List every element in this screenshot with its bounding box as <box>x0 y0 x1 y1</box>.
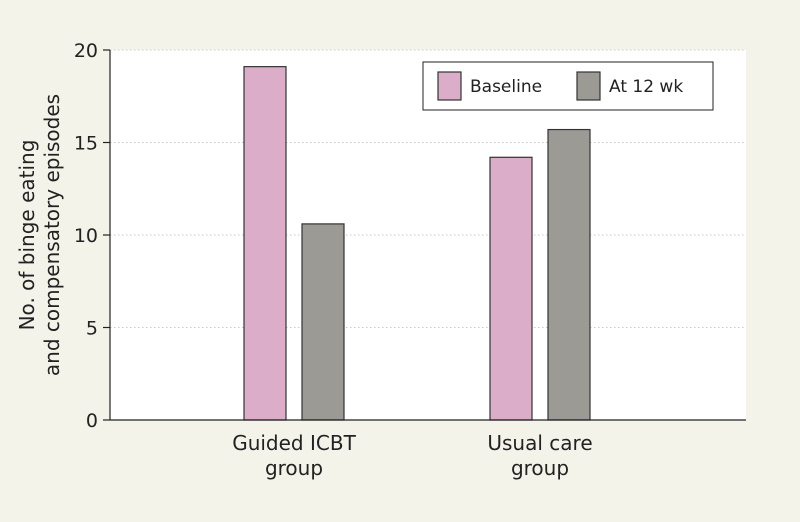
legend: Baseline At 12 wk <box>422 61 714 111</box>
bar-baseline <box>489 156 533 421</box>
bars <box>243 66 591 421</box>
y-axis-title-line: No. of binge eating <box>15 140 39 331</box>
y-tick-label: 5 <box>86 318 98 340</box>
legend-swatch <box>576 71 601 101</box>
x-tick-label: Usual care <box>487 431 592 455</box>
y-axis-title-line: and compensatory episodes <box>40 94 64 376</box>
x-tick-label: group <box>511 456 569 480</box>
bar-at-12-wk <box>301 223 345 421</box>
y-tick-label: 0 <box>86 410 98 432</box>
y-tick-label: 20 <box>74 40 98 62</box>
y-tick-label: 10 <box>74 225 98 247</box>
x-tick-label: group <box>265 456 323 480</box>
legend-swatch <box>437 71 462 101</box>
y-axis: 0 5 10 15 20 <box>74 40 111 432</box>
plot-area <box>110 50 746 420</box>
legend-label: At 12 wk <box>609 77 683 97</box>
bar-at-12-wk <box>547 128 591 421</box>
y-tick-label: 15 <box>74 133 98 155</box>
legend-box <box>422 61 714 111</box>
legend-label: Baseline <box>470 77 542 97</box>
x-tick-label: Guided ICBT <box>232 431 356 455</box>
y-axis-title: No. of binge eating and compensatory epis… <box>15 94 64 376</box>
bar-baseline <box>243 66 287 421</box>
